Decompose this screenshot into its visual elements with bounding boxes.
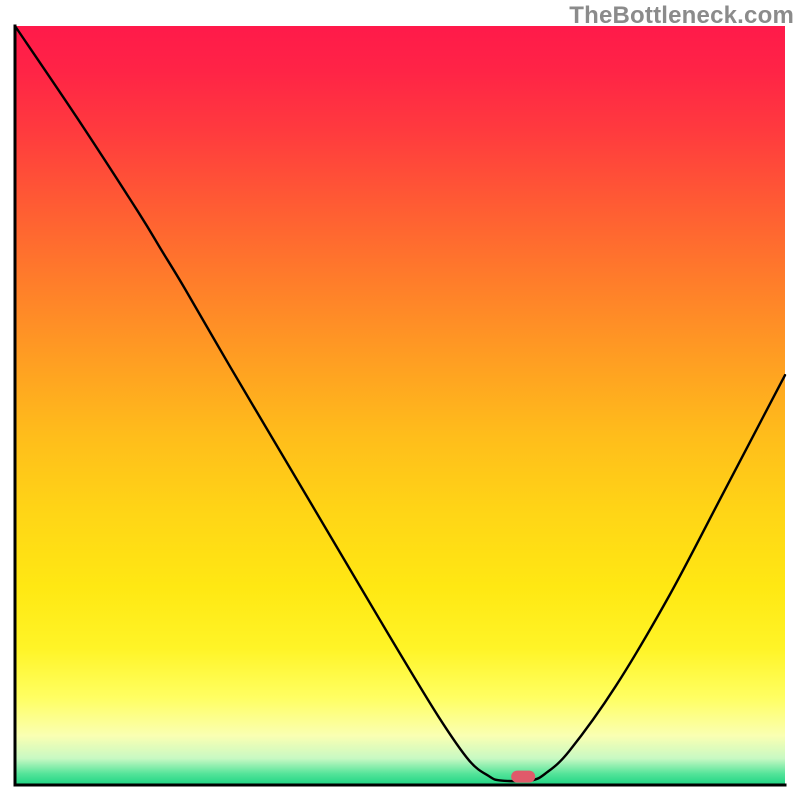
bottleneck-chart: [0, 0, 800, 800]
optimal-marker: [511, 771, 535, 783]
watermark-text: TheBottleneck.com: [569, 2, 794, 30]
chart-background: [15, 26, 785, 785]
